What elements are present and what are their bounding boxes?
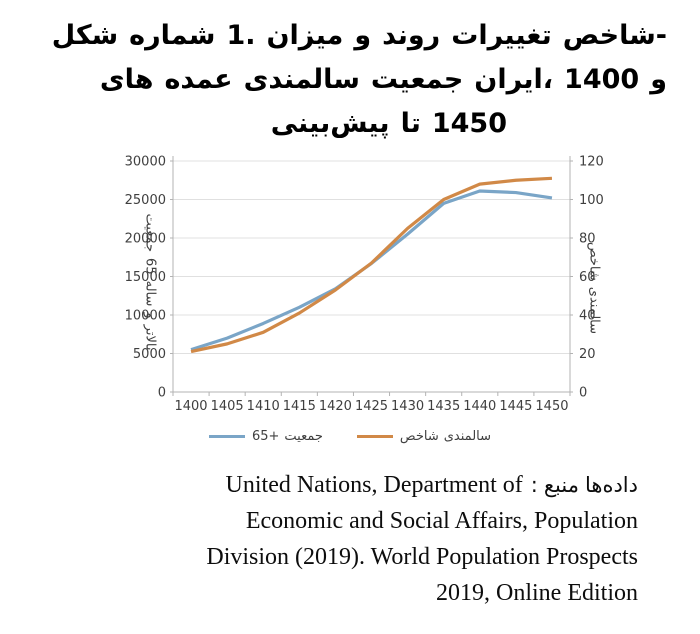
text-token: 65+: [251, 429, 280, 444]
figure-title-line-1: شکل شماره 1. میزان و روند تغییرات ‎شاخص-: [28, 14, 667, 58]
source-label-persian: : منبع داده‌ها: [531, 467, 638, 503]
line-chart: 0 5000 10000 15000 20000 25000 30000 0 20 40 60 80 1…: [100, 148, 620, 440]
right-axis-tick-label: 100: [579, 193, 604, 208]
right-axis-tick-label: 80: [579, 232, 596, 247]
axes: [170, 156, 573, 396]
source-line-2: Economic and Social Affairs, Population: [245, 508, 638, 534]
right-axis-title: شاخص سالمندی: [587, 242, 602, 334]
x-axis-tick-label: 1445: [499, 399, 532, 414]
left-axis-tick-label: 25000: [125, 193, 166, 208]
axis-tick-labels: 0 5000 10000 15000 20000 25000 30000 0 20 40 60 80 1…: [125, 155, 604, 415]
text-token: و: [650, 64, 667, 95]
x-axis-tick-label: 1440: [463, 399, 496, 414]
right-axis-tick-label: 20: [579, 347, 596, 362]
text-token: 1.: [226, 20, 256, 51]
chart-canvas: 0 5000 10000 15000 20000 25000 30000 0 20 40 60 80 1…: [125, 155, 604, 415]
series-line-1: [190, 176, 553, 354]
text-token: منبع: [543, 473, 579, 497]
text-token: 65: [142, 258, 158, 275]
legend-item-population: 65+ جمعیت: [208, 429, 323, 444]
source-line-4: 2019, Online Edition: [436, 580, 638, 606]
text-token: شاخص: [399, 429, 439, 444]
legend-item-aging-index: شاخص سالمندی: [356, 429, 491, 444]
figure-title-line-2: های عمده سالمندی جمعیت ‎ایران، 1400 و: [28, 58, 667, 102]
text-token: شماره: [129, 20, 216, 51]
x-axis-tick-label: 1405: [211, 399, 244, 414]
text-token: جمعیت: [142, 213, 158, 253]
text-token: عمده: [164, 64, 233, 95]
source-english-text: United Nations, Department of: [225, 472, 523, 498]
text-token: سالمندی: [443, 429, 492, 444]
legend-label-aging-index: شاخص سالمندی: [400, 429, 491, 444]
text-token: روند: [382, 20, 441, 51]
right-axis-tick-label: 60: [579, 270, 596, 285]
figure-title-line-3: پیش‌بینی تا 1450: [28, 102, 667, 146]
text-token: بالاتر: [142, 324, 158, 351]
x-axis-tick-label: 1430: [391, 399, 424, 414]
left-axis-tick-label: 5000: [133, 347, 166, 362]
text-token: و: [354, 20, 372, 51]
data-source-citation: United Nations, Department of : منبع داده‌…: [40, 467, 638, 611]
left-axis-tick-label: 15000: [125, 270, 166, 285]
aging-index-series-swatch: [356, 435, 393, 438]
left-axis-title: جمعیت 65 ساله و بالاتر: [143, 214, 158, 351]
series-line-0: [190, 189, 553, 352]
left-axis-tick-label: 20000: [125, 232, 166, 247]
text-token: ساله: [142, 280, 158, 307]
source-line-1: United Nations, Department of : منبع داده‌…: [40, 467, 638, 503]
population-series-swatch: [208, 435, 245, 438]
text-token: شکل: [51, 20, 119, 51]
text-token: شاخص: [586, 241, 602, 281]
text-token: 1400: [564, 64, 640, 95]
text-token: جمعیت: [284, 429, 323, 444]
left-axis-tick-label: 0: [158, 386, 166, 401]
x-axis-tick-label: 1400: [174, 399, 207, 414]
text-token: داده‌ها: [584, 473, 638, 497]
text-token: ‎ایران،: [474, 64, 554, 95]
x-axis-tick-label: 1435: [427, 399, 460, 414]
x-axis-tick-label: 1410: [247, 399, 280, 414]
text-token: های: [99, 64, 154, 95]
right-axis-tick-label: 0: [579, 386, 587, 401]
x-axis-tick-label: 1420: [319, 399, 352, 414]
text-token: تا: [400, 108, 421, 139]
legend-label-population: 65+ جمعیت: [252, 429, 323, 444]
text-token: جمعیت: [370, 64, 464, 95]
text-token: تغییرات: [451, 20, 552, 51]
left-axis-tick-label: 10000: [125, 309, 166, 324]
x-axis-tick-label: 1415: [283, 399, 316, 414]
source-line-3: Division (2019). World Population Prospe…: [206, 544, 638, 570]
x-axis-tick-label: 1425: [355, 399, 388, 414]
figure-title: شکل شماره 1. میزان و روند تغییرات ‎شاخص- های عمد…: [28, 14, 667, 146]
left-axis-tick-label: 30000: [125, 155, 166, 170]
x-axis-tick-label: 1450: [535, 399, 568, 414]
right-axis-tick-label: 120: [579, 155, 604, 170]
text-token: پیش‌بینی: [270, 108, 390, 139]
text-token: ‎شاخص-: [562, 20, 667, 51]
text-token: و: [142, 312, 158, 319]
right-axis-tick-label: 40: [579, 309, 596, 324]
chart-legend: 65+ جمعیت شاخص سالمندی: [0, 429, 700, 444]
text-token: 1450: [431, 108, 507, 139]
text-token: سالمندی: [243, 64, 360, 95]
text-token: سالمندی: [586, 286, 602, 335]
text-token: :: [530, 473, 538, 497]
gridlines: [173, 160, 570, 354]
text-token: میزان: [266, 20, 344, 51]
